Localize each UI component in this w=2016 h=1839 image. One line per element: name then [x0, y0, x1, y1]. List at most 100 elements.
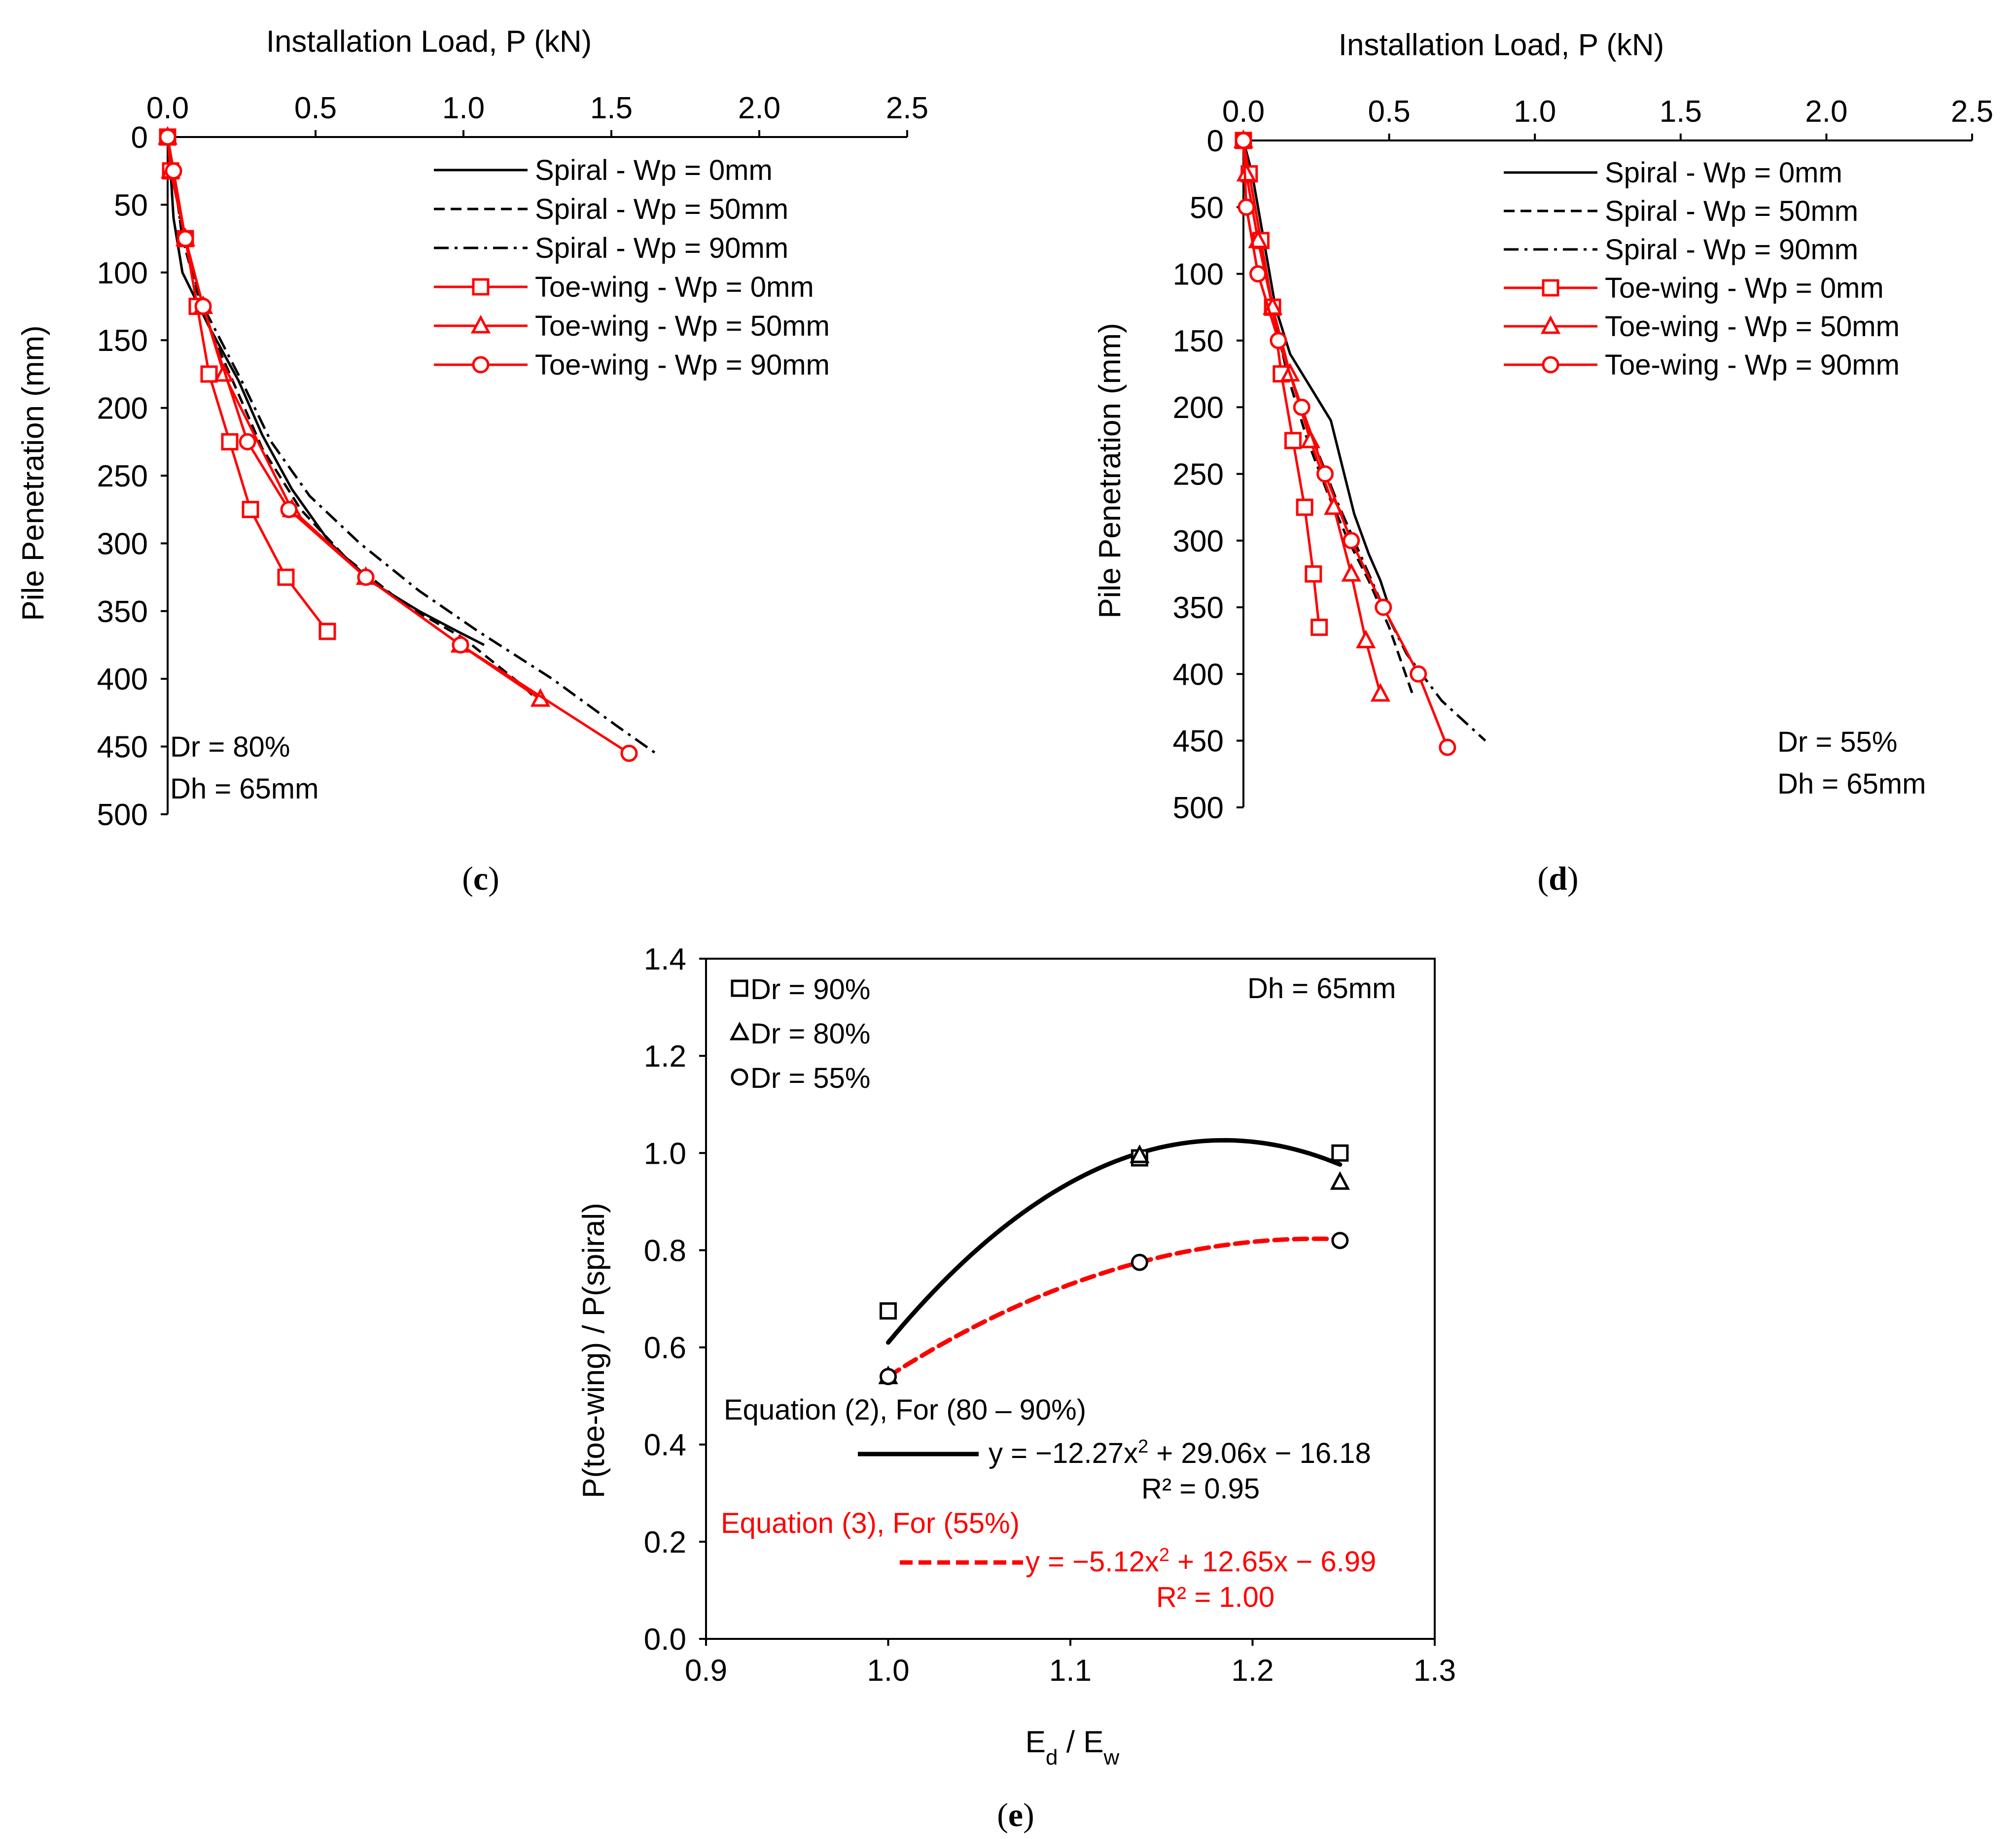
panel-d-y-tick-label: 500: [1173, 791, 1224, 825]
panel-d-series-line: [1242, 140, 1382, 694]
panel-d-y-tick-label: 250: [1173, 458, 1224, 492]
panel-d-legend-label: Spiral - Wp = 90mm: [1605, 234, 1858, 266]
panel-e-chart: P(toe-wing) / P(spiral) Ed / Ew 0.9 1.0 1.…: [577, 942, 1456, 1834]
panel-c-x-tick-label: 1.5: [590, 91, 633, 125]
panel-d-y-tick-label: 450: [1173, 725, 1224, 759]
panel-d-series-line: [1242, 140, 1486, 742]
panel-e-caption: (e): [997, 1796, 1034, 1834]
equation-3-label: Equation (3), For (55%): [721, 1507, 1020, 1539]
panel-d-legend-label: Toe-wing - Wp = 90mm: [1605, 349, 1900, 381]
panel-d-data-point: [1316, 465, 1334, 483]
panel-d-chart: Installation Load, P (kN) Pile Penetrati…: [1093, 28, 1993, 897]
panel-d-y-tick-label: 150: [1173, 324, 1224, 358]
panel-c-data-point: [194, 298, 212, 315]
panel-e-y-tick-label: 0.4: [644, 1428, 686, 1462]
panel-c-chart: Installation Load, P (kN) Pile Penetrati…: [16, 25, 928, 897]
panel-c-x-axis-title: Installation Load, P (kN): [266, 25, 592, 59]
panel-d-x-tick-label: 2.5: [1951, 95, 1993, 129]
panel-c-data-point: [239, 433, 256, 451]
panel-e-x-tick-label: 1.2: [1231, 1654, 1273, 1688]
panel-c-data-point: [177, 230, 194, 247]
panel-d-data-point: [1341, 563, 1361, 582]
panel-c-y-tick-label: 500: [97, 798, 148, 832]
panel-c-x-tick-label: 0.0: [146, 91, 189, 125]
panel-c-y-tick-label: 300: [97, 527, 148, 561]
panel-d-data-point: [1284, 432, 1302, 450]
panel-d-caption: (d): [1537, 860, 1578, 897]
panel-e-x-tick-label: 1.3: [1414, 1654, 1456, 1688]
panel-d-data-point: [1370, 683, 1391, 702]
panel-e-data-point: [880, 1302, 897, 1320]
panel-d-x-tick-label: 1.5: [1660, 95, 1702, 129]
panel-c-data-point: [357, 568, 375, 586]
panel-d-legend: Spiral - Wp = 0mm Spiral - Wp = 50mm Spira…: [1504, 157, 1900, 381]
panel-c-x-tick-labels: 0.0 0.5 1.0 1.5 2.0 2.5: [146, 91, 928, 125]
panel-d-data-point: [1296, 498, 1313, 516]
panel-e-data-point: [1131, 1253, 1148, 1271]
panel-e-y-tick-label: 1.4: [644, 942, 686, 976]
panel-e-legend-label: Dr = 80%: [750, 1018, 870, 1050]
panel-c-y-tick-label: 450: [97, 730, 148, 764]
panel-e-trendline: [886, 1236, 1343, 1379]
panel-e-data-point: [1331, 1144, 1349, 1162]
panel-d-y-tick-label: 100: [1173, 258, 1224, 292]
panel-e-y-tick-label: 1.0: [644, 1137, 686, 1171]
panel-e-legend-label: Dr = 55%: [750, 1062, 870, 1094]
panel-d-x-tick-label: 0.5: [1368, 95, 1410, 129]
panel-d-y-tick-label: 50: [1190, 191, 1224, 225]
panel-c-dh-annotation: Dh = 65mm: [170, 773, 318, 805]
panel-d-legend-marker: [1542, 279, 1559, 297]
panel-e-x-axis-title: Ed / Ew: [1026, 1725, 1120, 1770]
panel-d-x-tick-labels: 0.0 0.5 1.0 1.5 2.0 2.5: [1222, 95, 1993, 129]
panel-c-x-tick-label: 0.5: [294, 91, 337, 125]
panel-e-data-point: [1331, 1232, 1349, 1249]
panel-d-dr-annotation: Dr = 55%: [1777, 726, 1897, 758]
panel-c-y-axis-title: Pile Penetration (mm): [16, 325, 50, 621]
equation-2-label: Equation (2), For (80 – 90%): [724, 1394, 1086, 1426]
panel-e-y-tick-labels: 0.0 0.2 0.4 0.6 0.8 1.0 1.2 1.4: [644, 942, 686, 1657]
panel-e-x-tick-labels: 0.9 1.0 1.1 1.2 1.3: [685, 1654, 1456, 1688]
panel-d-legend-label: Toe-wing - Wp = 0mm: [1605, 272, 1884, 304]
panel-c-legend-marker: [470, 314, 491, 334]
panel-c-data-point: [159, 128, 177, 146]
panel-c-data-point: [318, 623, 336, 640]
panel-e-trendline: [886, 1138, 1343, 1345]
panel-d-data-point: [1375, 598, 1392, 616]
panel-e-legend-marker: [731, 979, 748, 997]
panel-c-y-tick-label: 250: [97, 459, 148, 493]
panel-c-legend-label: Spiral - Wp = 50mm: [535, 193, 788, 225]
panel-e-y-tick-label: 0.2: [644, 1526, 686, 1560]
panel-e-y-tick-label: 0.8: [644, 1234, 686, 1268]
panel-c-axes: [161, 130, 908, 815]
panel-d-data-point: [1305, 565, 1322, 583]
equation-3-r-squared: R² = 1.00: [1156, 1581, 1274, 1613]
panel-e-y-tick-label: 0.0: [644, 1623, 686, 1657]
panel-c-y-tick-label: 100: [97, 256, 148, 290]
panel-c-legend-marker: [472, 278, 490, 296]
panel-c-y-tick-label: 0: [131, 121, 148, 155]
panel-c-legend-label: Toe-wing - Wp = 0mm: [535, 271, 814, 303]
panel-c-y-tick-label: 50: [114, 188, 148, 222]
panel-d-y-tick-label: 300: [1173, 524, 1224, 558]
panel-e-x-tick-label: 0.9: [685, 1654, 727, 1688]
panel-c-y-tick-labels: 0 50 100 150 200 250 300 350 400 450 500: [97, 121, 148, 832]
equation-3-formula: y = −5.12x2 + 12.65x − 6.99: [1026, 1545, 1376, 1578]
panel-d-data-point: [1238, 198, 1255, 216]
panel-c-caption: (c): [462, 860, 499, 897]
panel-c-data-point: [242, 501, 259, 519]
panel-c-data-point: [277, 568, 295, 586]
panel-d-series: [1233, 129, 1486, 756]
panel-d-legend-marker: [1540, 315, 1561, 334]
panel-d-data-point: [1293, 398, 1310, 416]
panel-e-axes: [699, 958, 1436, 1646]
panel-c-legend-label: Toe-wing - Wp = 90mm: [535, 349, 830, 381]
panel-e-legend-marker: [731, 1068, 748, 1086]
panel-d-data-point: [1410, 665, 1427, 683]
panel-c-legend: Spiral - Wp = 0mm Spiral - Wp = 50mm Spira…: [434, 154, 830, 381]
panel-d-data-point: [1248, 229, 1268, 248]
panel-d-x-axis-title: Installation Load, P (kN): [1339, 28, 1664, 62]
panel-d-legend-label: Toe-wing - Wp = 50mm: [1605, 311, 1900, 343]
panel-d-x-tick-label: 2.0: [1805, 95, 1847, 129]
panel-d-data-point: [1235, 132, 1252, 149]
panel-c-data-point: [165, 162, 182, 180]
